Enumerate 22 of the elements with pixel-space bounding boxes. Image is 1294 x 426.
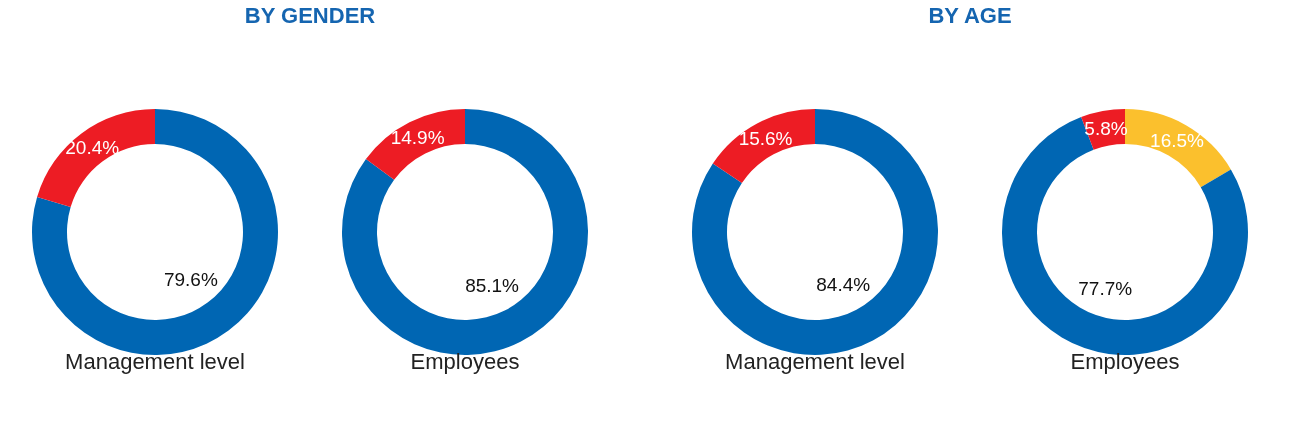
- data-label: 20.4%: [65, 136, 120, 158]
- donut-slice: [342, 109, 588, 355]
- text: BY AGE: [928, 3, 1012, 28]
- data-label: 79.6%: [163, 269, 218, 291]
- text: BY GENDER: [244, 3, 376, 28]
- donut-slice: [712, 109, 815, 183]
- data-label: 85.1%: [465, 274, 520, 296]
- data-label: 77.7%: [1078, 277, 1133, 299]
- data-label: 16.5%: [1150, 129, 1205, 151]
- donut-slice: [1002, 117, 1248, 355]
- donut-slice: [37, 109, 155, 207]
- data-label: 15.6%: [738, 128, 793, 150]
- text: Employees: [410, 349, 520, 374]
- text: Management level: [65, 349, 245, 374]
- donut-slice: [32, 109, 278, 355]
- donut-slice: [365, 109, 465, 180]
- text: Management level: [725, 349, 905, 374]
- donut-slice: [1125, 109, 1231, 188]
- donut-slice: [692, 109, 938, 355]
- data-label: 84.4%: [816, 273, 871, 295]
- data-label: 14.9%: [390, 127, 445, 149]
- text: Employees: [1070, 349, 1180, 374]
